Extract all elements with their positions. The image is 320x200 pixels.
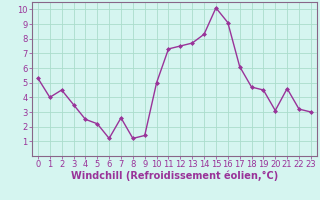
X-axis label: Windchill (Refroidissement éolien,°C): Windchill (Refroidissement éolien,°C) (71, 171, 278, 181)
